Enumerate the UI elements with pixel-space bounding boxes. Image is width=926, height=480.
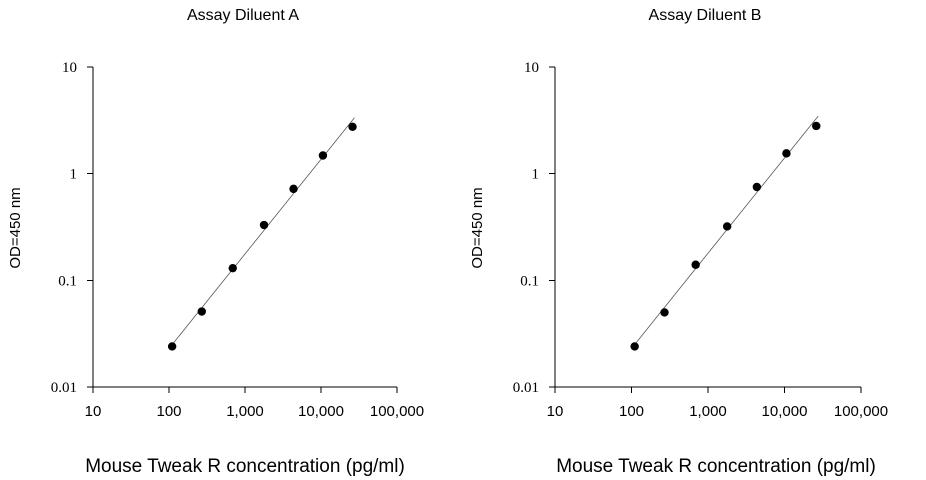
chart-panel-a: Assay Diluent A OD=450 nm Mouse Tweak R … <box>7 7 424 477</box>
data-point <box>167 342 177 351</box>
data-point <box>782 149 791 158</box>
data-point <box>197 307 206 316</box>
y-tick-label: 0.01 <box>51 380 77 396</box>
chart-panel-b: Assay Diluent B OD=450 nm Mouse Tweak R … <box>469 7 888 477</box>
axes <box>554 67 861 388</box>
chart-title: Assay Diluent A <box>187 7 299 24</box>
x-tick-label: 100,000 <box>834 403 888 420</box>
chart-title: Assay Diluent B <box>649 7 762 24</box>
data-point <box>722 222 732 231</box>
x-tick-label: 1,000 <box>226 403 264 420</box>
y-tick-label: 1 <box>532 167 540 183</box>
y-axis-label: OD=450 nm <box>469 187 486 268</box>
x-tick-label: 100 <box>156 403 181 420</box>
data-point <box>318 151 328 160</box>
y-axis-label: OD=450 nm <box>7 187 24 268</box>
y-tick-label: 0.1 <box>58 273 77 289</box>
data-point <box>812 121 821 131</box>
y-tick-label: 10 <box>62 60 77 76</box>
x-axis-label: Mouse Tweak R concentration (pg/ml) <box>85 456 405 477</box>
data-point <box>289 184 298 194</box>
data-point <box>228 263 237 273</box>
x-tick-label: 10,000 <box>298 403 344 420</box>
axes <box>92 67 397 388</box>
data-point <box>348 122 357 132</box>
data-point <box>259 220 269 230</box>
x-tick-label: 10 <box>85 403 102 420</box>
data-point <box>630 342 639 351</box>
x-tick-label: 100 <box>619 403 644 420</box>
x-tick-label: 100,000 <box>370 403 424 420</box>
data-point <box>660 308 669 317</box>
y-tick-label: 0.1 <box>520 273 539 289</box>
y-tick-label: 0.01 <box>513 380 539 396</box>
x-tick-label: 10 <box>547 403 564 420</box>
y-tick-label: 10 <box>524 60 539 76</box>
data-point <box>752 182 762 192</box>
data-point <box>691 260 700 269</box>
x-tick-label: 10,000 <box>762 403 808 420</box>
x-axis-label: Mouse Tweak R concentration (pg/ml) <box>556 456 876 477</box>
y-tick-label: 1 <box>70 167 78 183</box>
x-tick-label: 1,000 <box>689 403 727 420</box>
